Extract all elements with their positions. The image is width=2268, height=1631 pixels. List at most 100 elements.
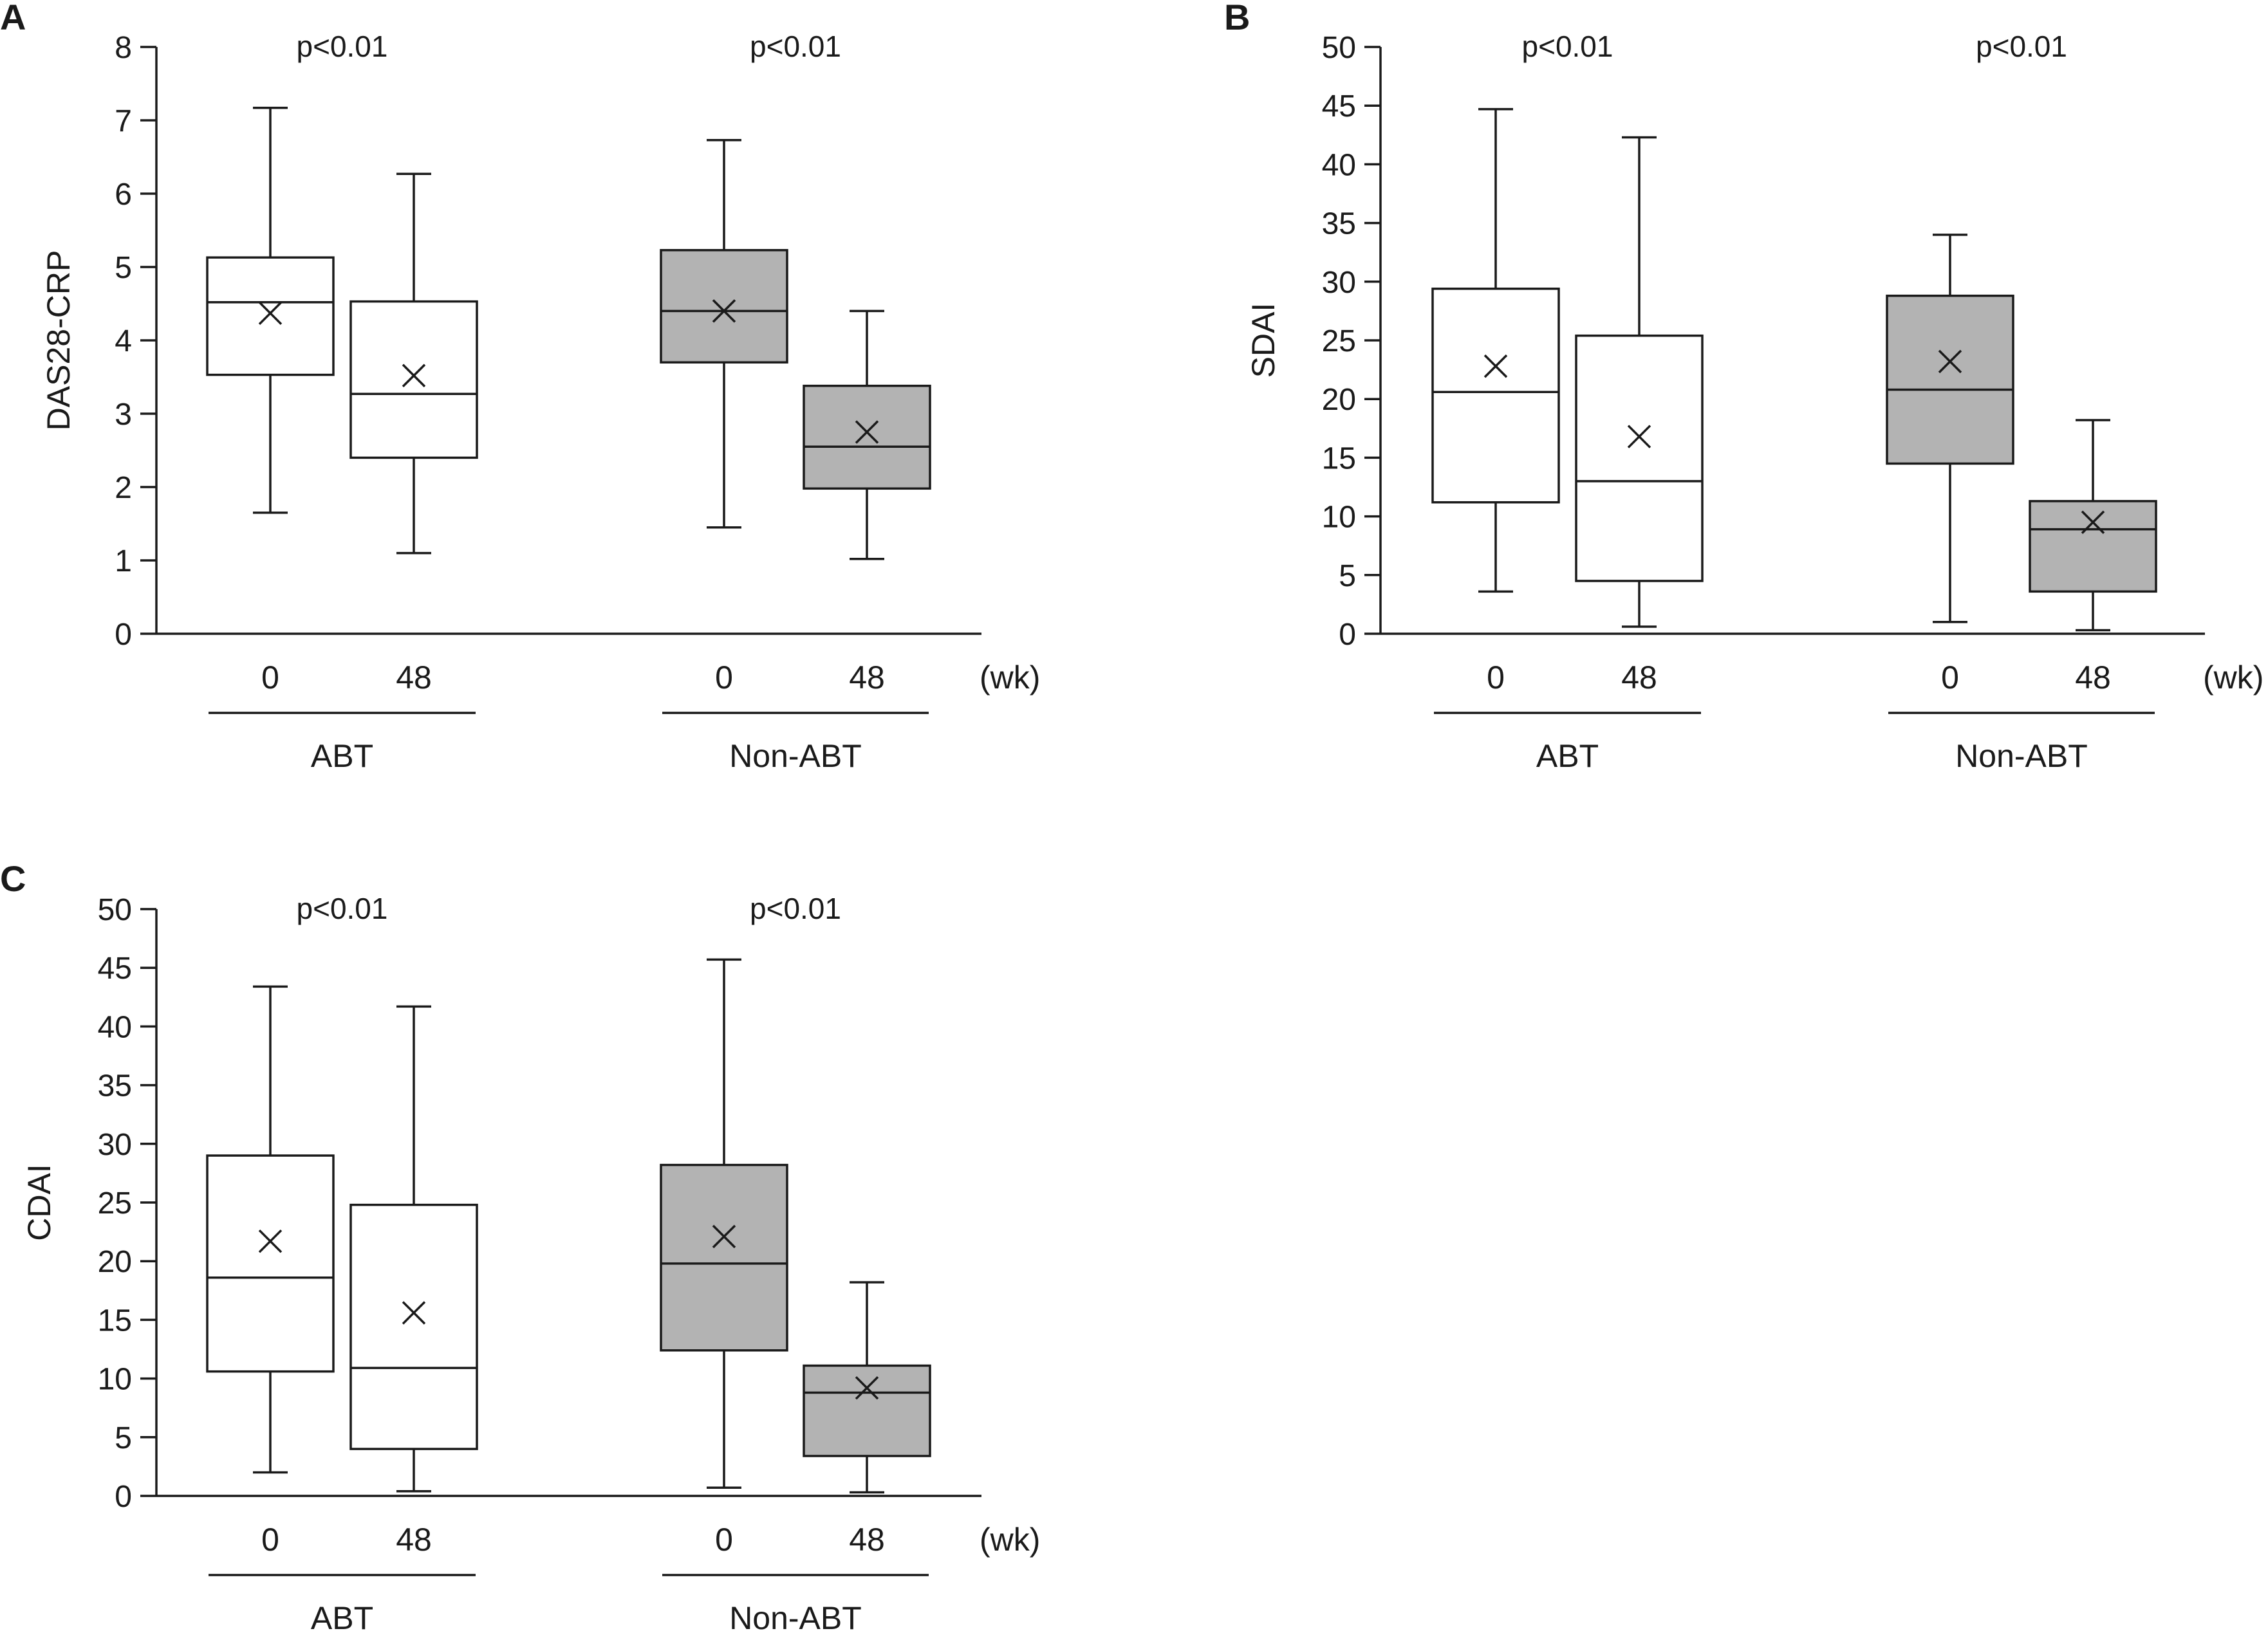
iqr-box [349,300,478,459]
x-tick-label: 48 [849,1522,885,1558]
x-tick-label: 0 [715,1522,733,1558]
mean-marker [1627,425,1651,448]
group-label: Non-ABT [729,1600,862,1631]
y-axis-title: CDAI [21,1164,57,1240]
group-label: ABT [311,1600,373,1631]
y-tick-label: 45 [1322,89,1356,124]
mean-marker [402,364,426,387]
x-tick-label: 48 [396,1522,432,1558]
y-tick-label: 0 [115,1480,132,1514]
p-value-label: p<0.01 [750,30,841,63]
box-non-abt-48wk [803,309,931,560]
y-tick-label: 25 [98,1186,132,1221]
x-tick-label: 0 [1941,659,1959,696]
x-tick-label: 48 [2075,659,2111,696]
iqr-box [206,1154,335,1373]
y-tick-label: 10 [1322,501,1356,535]
iqr-box [803,1364,931,1457]
x-tick-label: 48 [849,659,885,696]
box-non-abt-0wk [660,139,788,529]
p-value-label: p<0.01 [297,892,388,925]
mean-marker [712,299,736,323]
mean-marker [2081,510,2105,534]
panel-letter-c: C [0,858,26,899]
x-unit-label: (wk) [980,1522,1040,1558]
y-tick-label: 50 [98,893,132,927]
y-tick-label: 5 [115,251,132,285]
box-non-abt-0wk [1886,234,2014,623]
box-non-abt-48wk [803,1281,931,1494]
mean-marker [1483,354,1508,378]
mean-marker [258,301,283,326]
panel-b: 0 5 10 15 20 25 30 35 40 45 50 SDAI 0 48 p<0.01 ABT 0 48 p… [1245,30,2263,774]
group-label: Non-ABT [729,738,862,774]
x-unit-label: (wk) [980,659,1040,696]
y-tick-label: 6 [115,178,132,212]
p-value-label: p<0.01 [1976,30,2067,63]
iqr-box [2029,500,2157,593]
group-label: ABT [311,738,373,774]
box-abt-48wk [349,1005,478,1493]
iqr-box [206,256,335,376]
panel-letter-a: A [0,0,26,37]
mean-marker [258,1229,283,1253]
y-axis-title: SDAI [1245,303,1281,378]
y-tick-label: 8 [115,31,132,65]
iqr-box [660,1163,788,1352]
y-tick-label: 0 [115,618,132,652]
y-tick-label: 10 [98,1363,132,1397]
group-label: ABT [1536,738,1599,774]
box-non-abt-48wk [2029,419,2157,632]
x-tick-label: 48 [1621,659,1657,696]
box-abt-48wk [349,172,478,555]
x-tick-label: 0 [261,1522,279,1558]
y-tick-label: 40 [98,1010,132,1044]
iqr-box [1431,287,1560,504]
iqr-box [660,249,788,364]
mean-marker [855,420,879,444]
y-tick-label: 20 [98,1245,132,1279]
y-tick-label: 25 [1322,324,1356,358]
y-tick-label: 20 [1322,383,1356,417]
y-tick-label: 5 [115,1421,132,1455]
mean-marker [855,1376,879,1400]
p-value-label: p<0.01 [1522,30,1613,63]
x-tick-label: 0 [1487,659,1505,696]
x-tick-label: 0 [261,659,279,696]
panel-a: 0 1 2 3 4 5 6 7 8 DAS28-CRP 0 48 p<0.01 ABT 0 48 p<0.01 N… [41,30,1040,774]
y-tick-label: 45 [98,952,132,986]
y-tick-label: 7 [115,104,132,138]
y-tick-label: 15 [1322,441,1356,475]
x-tick-label: 0 [715,659,733,696]
mean-marker [1938,349,1962,374]
y-axis-title: DAS28-CRP [41,250,77,431]
y-tick-label: 3 [115,398,132,432]
p-value-label: p<0.01 [297,30,388,63]
y-tick-label: 35 [98,1069,132,1103]
mean-marker [712,1224,736,1249]
x-unit-label: (wk) [2203,659,2263,696]
y-tick-label: 0 [1339,618,1356,652]
y-tick-label: 30 [1322,266,1356,300]
panel-letter-b: B [1224,0,1250,37]
y-tick-label: 2 [115,471,132,505]
iqr-box [349,1203,478,1450]
mean-marker [402,1301,426,1325]
y-tick-label: 35 [1322,207,1356,241]
y-tick-label: 40 [1322,148,1356,182]
p-value-label: p<0.01 [750,892,841,925]
box-non-abt-0wk [660,958,788,1489]
y-tick-label: 50 [1322,31,1356,65]
group-label: Non-ABT [1955,738,2088,774]
iqr-box [803,384,931,490]
box-abt-48wk [1575,136,1704,628]
iqr-box [1575,334,1704,582]
y-tick-label: 30 [98,1128,132,1162]
y-tick-label: 4 [115,324,132,358]
y-tick-label: 1 [115,544,132,578]
x-tick-label: 48 [396,659,432,696]
box-abt-0wk [206,985,335,1474]
y-tick-label: 5 [1339,559,1356,593]
